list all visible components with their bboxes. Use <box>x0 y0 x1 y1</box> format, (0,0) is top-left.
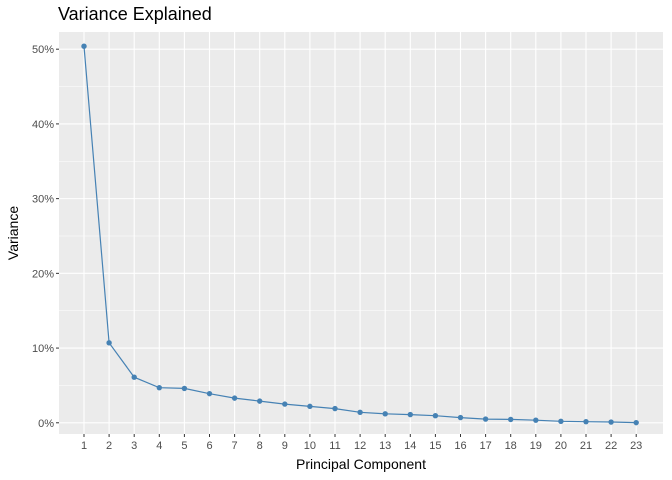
data-point <box>357 409 363 416</box>
x-tick-label: 15 <box>429 440 441 452</box>
x-tick-labels: 1 2 3 4 5 6 7 8 9 10 11 12 13 14 15 16 17 18 19 20 21 22 23 <box>81 440 642 452</box>
x-tick-label: 12 <box>354 440 366 452</box>
data-point <box>282 401 288 407</box>
data-point <box>633 419 639 426</box>
data-point <box>382 411 388 417</box>
x-tick-label: 13 <box>379 440 391 452</box>
data-point <box>583 418 589 425</box>
x-tick-label: 4 <box>156 440 162 452</box>
y-tick-label: 50% <box>32 44 54 56</box>
grid-minor <box>59 86 663 386</box>
x-tick-label: 11 <box>329 440 340 452</box>
x-tick-label: 3 <box>131 440 137 452</box>
x-tick-label: 10 <box>304 440 316 452</box>
x-tick-label: 18 <box>505 440 517 452</box>
x-tick-label: 23 <box>630 440 642 452</box>
data-point <box>307 403 313 410</box>
x-tick-label: 17 <box>479 440 491 452</box>
data-point <box>332 405 338 412</box>
plot-panel <box>59 32 663 434</box>
data-point <box>482 416 489 422</box>
data-point <box>533 417 539 423</box>
data-point <box>81 43 87 49</box>
axis-ticks <box>56 48 637 437</box>
data-point <box>206 390 213 397</box>
data-point <box>181 385 188 392</box>
y-axis-title: Variance <box>5 206 21 260</box>
x-tick-label: 20 <box>555 440 567 452</box>
x-axis-title: Principal Component <box>296 456 426 472</box>
x-tick-label: 7 <box>232 440 238 452</box>
x-tick-label: 22 <box>605 440 617 452</box>
data-point <box>508 416 514 423</box>
y-tick-label: 30% <box>32 194 54 206</box>
x-tick-label: 5 <box>181 440 187 452</box>
data-point <box>407 411 413 418</box>
x-tick-label: 1 <box>81 440 87 452</box>
x-tick-label: 19 <box>530 440 542 452</box>
data-point <box>457 414 464 421</box>
x-tick-label: 14 <box>404 440 416 452</box>
y-tick-labels: 0% 10% 20% 30% 40% 50% <box>32 44 54 430</box>
data-point <box>257 398 263 404</box>
x-tick-label: 9 <box>282 440 288 452</box>
y-tick-label: 0% <box>38 418 54 430</box>
data-point <box>231 395 238 401</box>
x-tick-label: 16 <box>454 440 466 452</box>
data-point <box>432 412 439 419</box>
data-point <box>106 340 112 346</box>
x-tick-label: 2 <box>106 440 112 452</box>
data-point <box>156 384 162 391</box>
y-tick-label: 10% <box>32 343 54 355</box>
data-point <box>558 418 564 424</box>
series-points <box>81 43 639 426</box>
chart-title: Variance Explained <box>58 4 212 24</box>
x-tick-label: 21 <box>580 440 592 452</box>
x-tick-label: 8 <box>257 440 263 452</box>
grid-major <box>59 32 663 434</box>
data-point <box>131 374 137 380</box>
x-tick-label: 6 <box>206 440 212 452</box>
y-tick-label: 40% <box>32 119 54 131</box>
y-tick-label: 20% <box>32 268 54 280</box>
data-point <box>608 419 614 425</box>
